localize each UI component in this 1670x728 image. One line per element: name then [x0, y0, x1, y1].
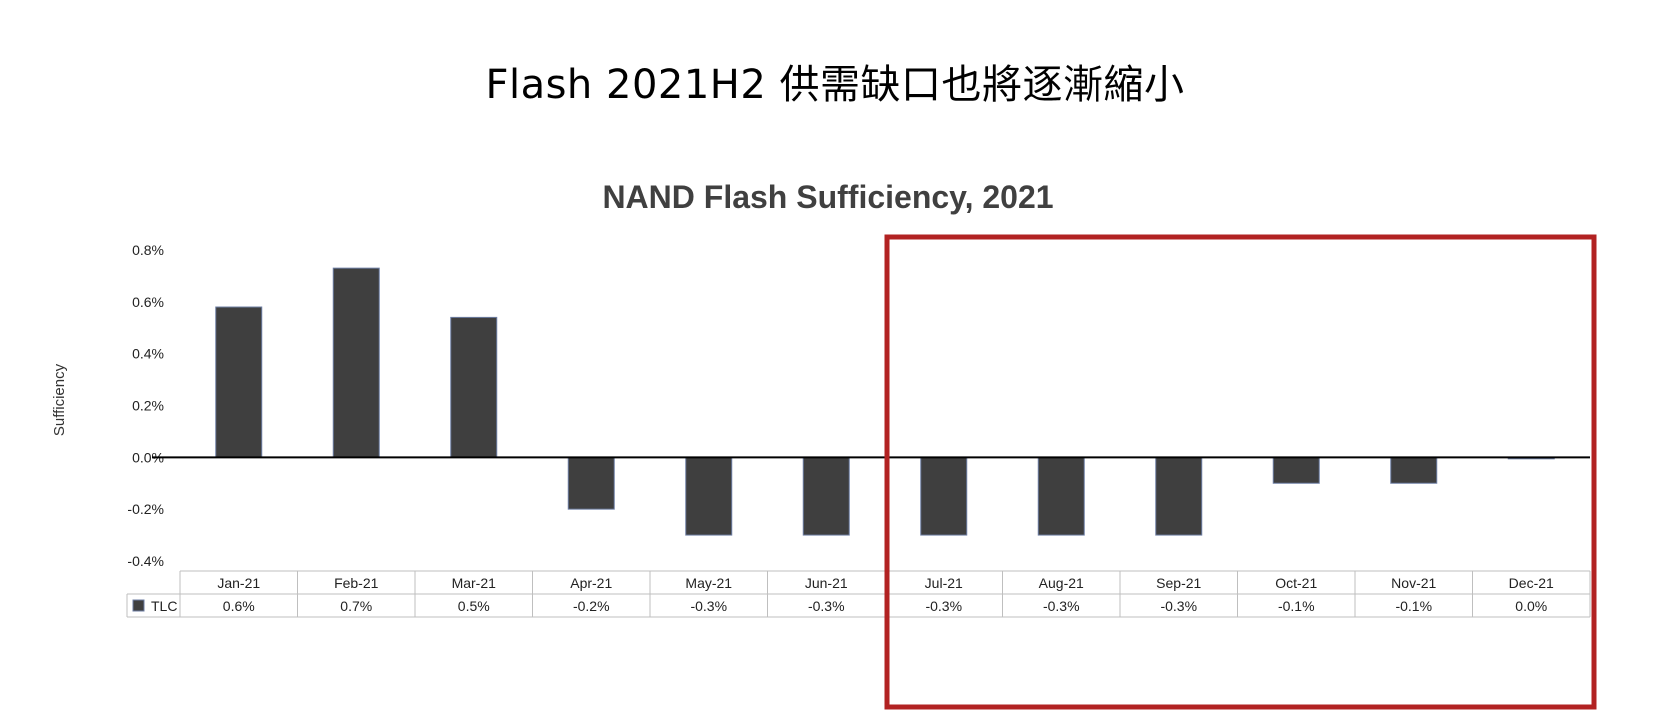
value-label: -0.3% — [1160, 598, 1197, 614]
data-table: Jan-21 0.6% Feb-21 0.7% Mar-21 0.5% Apr-21 -0.2… — [126, 570, 1591, 618]
category-label: Jan-21 — [217, 575, 260, 591]
category-label: Apr-21 — [570, 575, 612, 591]
value-label: -0.1% — [1278, 598, 1315, 614]
y-tick-label: -0.4% — [127, 553, 164, 569]
category-label: Nov-21 — [1391, 575, 1436, 591]
bar-jul-21 — [920, 456, 968, 536]
value-label: -0.1% — [1395, 598, 1432, 614]
bar-apr-21 — [567, 456, 615, 510]
y-tick-label: 0.6% — [132, 294, 164, 310]
value-label: 0.6% — [223, 598, 255, 614]
value-label: 0.7% — [340, 598, 372, 614]
bar-sep-21 — [1155, 456, 1203, 536]
category-label: Mar-21 — [452, 575, 497, 591]
bar-mar-21 — [450, 316, 498, 458]
highlight-rect — [884, 234, 1597, 710]
value-label: -0.2% — [573, 598, 610, 614]
bar-may-21 — [685, 456, 733, 536]
category-label: Feb-21 — [334, 575, 379, 591]
value-label: -0.3% — [925, 598, 962, 614]
category-label: Oct-21 — [1275, 575, 1317, 591]
category-label: May-21 — [685, 575, 732, 591]
bar-series-tlc — [215, 267, 1555, 536]
value-label: -0.3% — [690, 598, 727, 614]
bar-jan-21 — [215, 306, 263, 458]
chart-title: NAND Flash Sufficiency, 2021 — [602, 179, 1053, 215]
value-label: 0.5% — [458, 598, 490, 614]
bar-feb-21 — [332, 267, 380, 458]
y-tick-label: -0.2% — [127, 501, 164, 517]
value-label: 0.0% — [1515, 598, 1547, 614]
category-label: Sep-21 — [1156, 575, 1201, 591]
bar-aug-21 — [1037, 456, 1085, 536]
category-label: Jun-21 — [805, 575, 848, 591]
bar-jun-21 — [802, 456, 850, 536]
legend-label-tlc: TLC — [151, 598, 177, 614]
value-label: -0.3% — [808, 598, 845, 614]
category-label: Jul-21 — [925, 575, 963, 591]
bar-nov-21 — [1390, 456, 1438, 484]
y-tick-label: 0.2% — [132, 398, 164, 414]
slide-title: Flash 2021H2 供需缺口也將逐漸縮小 — [485, 62, 1185, 108]
y-tick-label: 0.4% — [132, 346, 164, 362]
y-axis-ticks: 0.8% 0.6% 0.4% 0.2% 0.0% -0.2% -0.4% — [127, 242, 164, 569]
y-tick-label: 0.8% — [132, 242, 164, 258]
category-label: Aug-21 — [1039, 575, 1084, 591]
value-label: -0.3% — [1043, 598, 1080, 614]
highlight-box-h2 — [884, 234, 1597, 710]
legend-swatch-tlc — [132, 599, 145, 612]
bar-oct-21 — [1272, 456, 1320, 484]
category-label: Dec-21 — [1509, 575, 1554, 591]
y-axis-label: Sufficiency — [51, 363, 68, 436]
y-tick-label: 0.0% — [132, 449, 164, 465]
